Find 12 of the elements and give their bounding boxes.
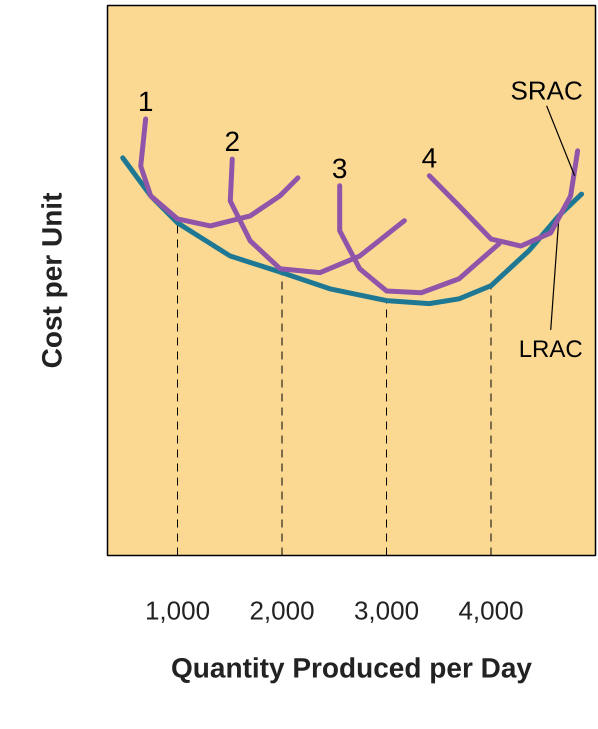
annotation: SRAC: [510, 76, 583, 106]
series-label: 1: [138, 86, 154, 117]
series-label: 2: [224, 126, 240, 158]
text: LRAC: [518, 336, 583, 363]
x-tick-label: 1,000: [144, 596, 210, 626]
series-label: 3: [332, 152, 348, 184]
x-tick-label: 3,000: [354, 596, 420, 626]
series-label: 4: [422, 142, 438, 174]
x-tick-label: 4,000: [458, 596, 524, 626]
x-tick-label: 2,000: [249, 596, 315, 626]
x-axis-title: Quantity Produced per Day: [171, 652, 532, 684]
y-axis-title: Cost per Unit: [36, 192, 68, 368]
